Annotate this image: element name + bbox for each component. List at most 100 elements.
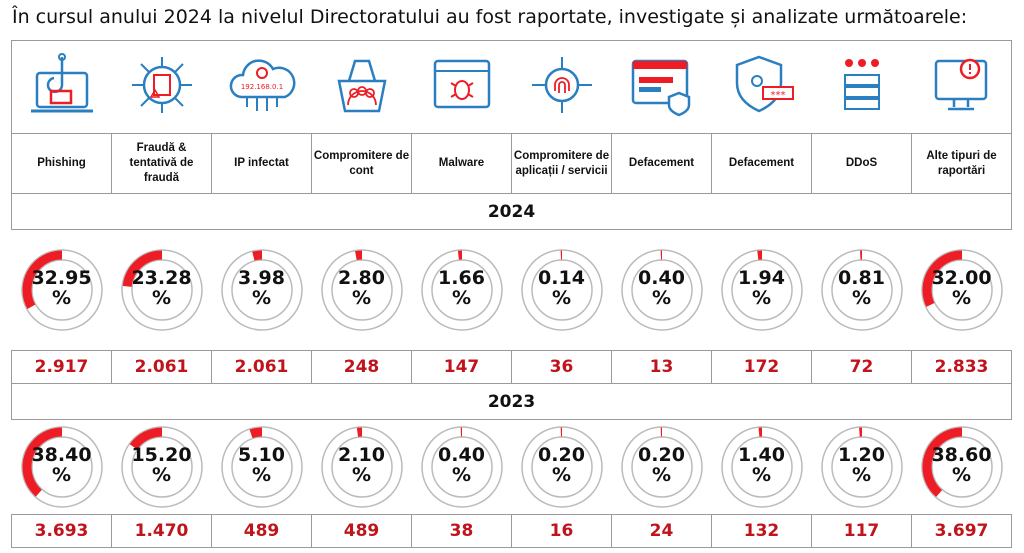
count-cell: 172 xyxy=(711,350,812,384)
incident-statistics-table: 192.168.0.1 *** Phishing Fraudă & tentativ… xyxy=(11,40,1012,548)
percent-donut: 32.00% xyxy=(920,248,1004,332)
percent-cell: 38.40% xyxy=(11,419,112,515)
percent-donut: 0.14% xyxy=(520,248,604,332)
category-header: Compromitere de aplicații / servicii xyxy=(511,133,612,194)
fraud-circuit-money-icon xyxy=(131,57,192,113)
percent-arc xyxy=(322,427,401,507)
percent-sign: % xyxy=(451,464,472,486)
infected-ip-cloud-icon: 192.168.0.1 xyxy=(229,59,295,111)
percent-arc xyxy=(222,427,301,507)
count-value: 117 xyxy=(843,521,880,541)
category-label: Phishing xyxy=(37,157,86,169)
category-icon-cell xyxy=(512,41,612,134)
category-icon-cell: *** xyxy=(712,41,812,134)
count-value: 147 xyxy=(443,357,480,377)
percent-arc xyxy=(922,427,1001,507)
percent-sign: % xyxy=(651,287,672,309)
phishing-laptop-hook-icon xyxy=(30,53,93,113)
percent-donut: 38.60% xyxy=(920,425,1004,509)
category-header: IP infectat xyxy=(211,133,312,194)
percent-donut: 2.80% xyxy=(320,248,404,332)
malware-browser-bug-icon xyxy=(433,59,490,109)
count-value: 36 xyxy=(549,357,574,377)
category-icon-cell xyxy=(12,41,112,134)
percent-arc xyxy=(722,250,801,330)
count-value: 2.917 xyxy=(34,357,89,377)
count-cell: 248 xyxy=(311,350,412,384)
percent-arc xyxy=(22,250,101,330)
percent-arc xyxy=(222,250,301,330)
count-value: 16 xyxy=(549,521,574,541)
count-value: 24 xyxy=(649,521,674,541)
percent-donut: 1.40% xyxy=(720,425,804,509)
percent-donut: 1.94% xyxy=(720,248,804,332)
percent-donut: 5.10% xyxy=(220,425,304,509)
count-cell: 2.061 xyxy=(211,350,312,384)
category-header: Compromitere de cont xyxy=(311,133,412,194)
percent-value: 38.60 xyxy=(931,444,992,466)
percent-arc xyxy=(22,427,101,507)
percent-arc xyxy=(122,250,201,330)
percent-donut: 0.40% xyxy=(620,248,704,332)
password-shield-lock-icon: *** xyxy=(735,55,794,113)
percent-value: 0.20 xyxy=(638,444,685,466)
count-value: 2.061 xyxy=(234,357,289,377)
percent-sign: % xyxy=(851,287,872,309)
category-label: Malware xyxy=(438,157,485,169)
category-icon-cell xyxy=(112,41,212,134)
count-cell: 489 xyxy=(311,514,412,548)
percent-sign: % xyxy=(151,464,172,486)
percent-value: 0.40 xyxy=(438,444,485,466)
percent-cell: 5.10% xyxy=(211,419,312,515)
percent-value: 2.80 xyxy=(338,267,385,289)
percent-donut: 3.98% xyxy=(220,248,304,332)
percent-arc xyxy=(922,250,1001,330)
percent-donut: 0.20% xyxy=(520,425,604,509)
count-row-2023: 3.693 1.470 489 489 38 16 24 132 117 3.697 xyxy=(11,514,1012,548)
category-label: Compromitere de aplicații / servicii xyxy=(513,149,610,177)
percent-cell: 32.95% xyxy=(11,229,112,351)
percent-donut: 0.81% xyxy=(820,248,904,332)
percent-donut: 0.20% xyxy=(620,425,704,509)
percent-sign: % xyxy=(251,464,272,486)
percent-row-2024: 32.95% 23.28% 3.98% 2.80% 1.66% 0.14% 0.… xyxy=(11,229,1012,351)
category-label: Defacement xyxy=(728,157,795,169)
count-cell: 13 xyxy=(611,350,712,384)
percent-donut: 1.66% xyxy=(420,248,504,332)
percent-arc xyxy=(722,427,801,507)
count-cell: 16 xyxy=(511,514,612,548)
percent-value: 32.95 xyxy=(31,267,92,289)
percent-value: 1.40 xyxy=(738,444,785,466)
category-icon-cell xyxy=(312,41,412,134)
count-cell: 72 xyxy=(811,350,912,384)
percent-arc xyxy=(622,427,701,507)
category-label: DDoS xyxy=(845,157,878,169)
percent-sign: % xyxy=(751,287,772,309)
category-label: IP infectat xyxy=(234,157,289,169)
percent-sign: % xyxy=(551,464,572,486)
percent-arc xyxy=(422,427,501,507)
percent-sign: % xyxy=(351,464,372,486)
percent-cell: 1.66% xyxy=(411,229,512,351)
percent-value: 1.66 xyxy=(438,267,485,289)
percent-sign: % xyxy=(151,287,172,309)
percent-cell: 0.14% xyxy=(511,229,612,351)
category-label: Alte tipuri de raportări xyxy=(926,149,997,177)
percent-cell: 2.10% xyxy=(311,419,412,515)
percent-value: 15.20 xyxy=(131,444,192,466)
percent-value: 32.00 xyxy=(931,267,992,289)
percent-cell: 0.40% xyxy=(411,419,512,515)
alert-monitor-icon xyxy=(935,58,988,111)
count-value: 38 xyxy=(449,521,474,541)
percent-donut: 23.28% xyxy=(120,248,204,332)
percent-value: 5.10 xyxy=(238,444,285,466)
category-icon-cell xyxy=(912,41,1012,134)
percent-donut: 2.10% xyxy=(320,425,404,509)
count-value: 13 xyxy=(649,357,674,377)
percent-arc xyxy=(122,427,201,507)
percent-value: 0.14 xyxy=(538,267,585,289)
percent-arc xyxy=(422,250,501,330)
count-value: 2.833 xyxy=(934,357,989,377)
count-value: 248 xyxy=(343,357,380,377)
category-icon-cell xyxy=(612,41,712,134)
